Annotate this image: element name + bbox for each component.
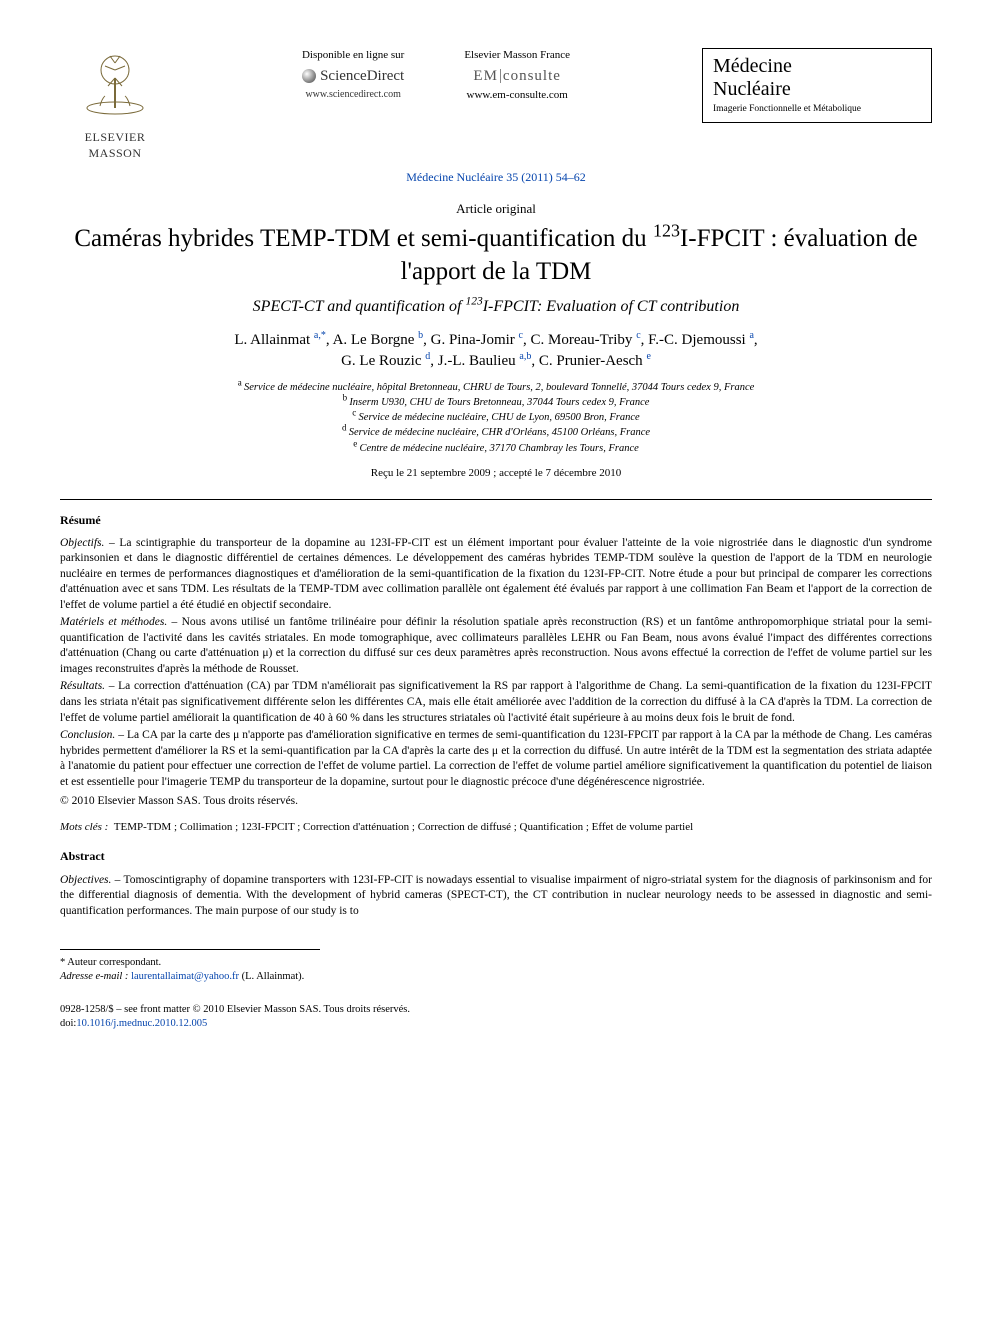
keywords-fr-text: TEMP-TDM ; Collimation ; 123I-FPCIT ; Co…	[114, 821, 693, 833]
resume-conclusion-label: Conclusion. –	[60, 729, 127, 741]
em-top-label: Elsevier Masson France	[464, 48, 570, 63]
author-1-aff[interactable]: a,	[314, 330, 321, 341]
author-3-aff[interactable]: c	[519, 330, 523, 341]
affiliations: a Service de médecine nucléaire, hôpital…	[60, 380, 932, 456]
author-7: J.-L. Baulieu	[438, 353, 516, 369]
author-7-aff[interactable]: a,b	[519, 351, 531, 362]
footnote-corresponding: * Auteur correspondant.	[60, 956, 320, 970]
resume-body: Objectifs. – La scintigraphie du transpo…	[60, 536, 932, 810]
abstract-body: Objectives. – Tomoscintigraphy of dopami…	[60, 873, 932, 920]
citation-link[interactable]: Médecine Nucléaire 35 (2011) 54–62	[60, 169, 932, 185]
bottom-meta: 0928-1258/$ – see front matter © 2010 El…	[60, 1003, 932, 1031]
affiliation-a: Service de médecine nucléaire, hôpital B…	[244, 382, 754, 393]
header-center: Disponible en ligne sur ScienceDirect ww…	[170, 48, 702, 103]
resume-conclusion: La CA par la carte des μ n'apporte pas d…	[60, 729, 932, 788]
author-5-aff[interactable]: a	[749, 330, 753, 341]
resume-resultats: La correction d'atténuation (CA) par TDM…	[60, 680, 932, 723]
affiliation-d: Service de médecine nucléaire, CHR d'Orl…	[349, 427, 650, 438]
journal-cover-box: Médecine Nucléaire Imagerie Fonctionnell…	[702, 48, 932, 123]
footnote-email[interactable]: laurentallaimat@yahoo.fr	[131, 971, 239, 982]
abstract-objectives: Tomoscintigraphy of dopamine transporter…	[60, 874, 932, 917]
em-logo[interactable]: EM consulte	[464, 66, 570, 86]
title-en-part2: I-FPCIT: Evaluation of CT contribution	[483, 298, 740, 315]
author-1-corr[interactable]: *	[321, 330, 326, 341]
publisher-name: ELSEVIER MASSON	[60, 129, 170, 161]
doi-label: doi:	[60, 1018, 76, 1029]
author-4-aff[interactable]: c	[636, 330, 640, 341]
author-2: A. Le Borgne	[333, 332, 415, 348]
footnote-email-who: (L. Allainmat).	[242, 971, 305, 982]
author-2-aff[interactable]: b	[418, 330, 423, 341]
header-row: ELSEVIER MASSON Disponible en ligne sur …	[60, 48, 932, 161]
em-url[interactable]: www.em-consulte.com	[464, 88, 570, 103]
title-en-isotope: 123	[465, 296, 482, 308]
affiliation-b: Inserm U930, CHU de Tours Bretonneau, 37…	[349, 397, 649, 408]
article-title-en: SPECT-CT and quantification of 123I-FPCI…	[60, 296, 932, 318]
footnotes: * Auteur correspondant. Adresse e-mail :…	[60, 949, 320, 984]
author-8-aff[interactable]: e	[646, 351, 650, 362]
elsevier-tree-icon	[60, 48, 170, 127]
resume-objectifs-label: Objectifs. –	[60, 537, 119, 549]
author-4: C. Moreau-Triby	[530, 332, 632, 348]
article-dates: Reçu le 21 septembre 2009 ; accepté le 7…	[60, 466, 932, 481]
resume-heading: Résumé	[60, 512, 932, 528]
sciencedirect-block: Disponible en ligne sur ScienceDirect ww…	[302, 48, 404, 102]
em-logo-right: consulte	[503, 68, 561, 84]
doi-link[interactable]: 10.1016/j.mednuc.2010.12.005	[76, 1018, 207, 1029]
affiliation-e: Centre de médecine nucléaire, 37170 Cham…	[359, 443, 638, 454]
author-8: C. Prunier-Aesch	[539, 353, 643, 369]
sciencedirect-logo[interactable]: ScienceDirect	[302, 66, 404, 86]
footnote-email-label: Adresse e-mail :	[60, 971, 128, 982]
author-1: L. Allainmat	[234, 332, 310, 348]
author-6-aff[interactable]: d	[425, 351, 430, 362]
available-online-label: Disponible en ligne sur	[302, 48, 404, 63]
em-bar-icon	[500, 69, 501, 83]
abstract-objectives-label: Objectives. –	[60, 874, 124, 886]
keywords-fr-label: Mots clés :	[60, 821, 108, 833]
resume-objectifs: La scintigraphie du transporteur de la d…	[60, 537, 932, 611]
journal-title-line1: Médecine	[713, 55, 921, 78]
authors-list: L. Allainmat a,*, A. Le Borgne b, G. Pin…	[60, 330, 932, 372]
author-6: G. Le Rouzic	[341, 353, 421, 369]
resume-copyright: © 2010 Elsevier Masson SAS. Tous droits …	[60, 794, 932, 810]
issn-line: 0928-1258/$ – see front matter © 2010 El…	[60, 1003, 932, 1017]
abstract-heading: Abstract	[60, 848, 932, 864]
resume-materiels-label: Matériels et méthodes. –	[60, 616, 182, 628]
title-fr-part1: Caméras hybrides TEMP-TDM et semi-quanti…	[74, 225, 653, 252]
resume-materiels: Nous avons utilisé un fantôme trilinéair…	[60, 616, 932, 675]
sd-name: ScienceDirect	[320, 66, 404, 86]
keywords-fr: Mots clés : TEMP-TDM ; Collimation ; 123…	[60, 820, 932, 835]
publisher-logo: ELSEVIER MASSON	[60, 48, 170, 161]
article-title-fr: Caméras hybrides TEMP-TDM et semi-quanti…	[60, 223, 932, 288]
author-5: F.-C. Djemoussi	[648, 332, 746, 348]
author-3: G. Pina-Jomir	[431, 332, 515, 348]
journal-title-line2: Nucléaire	[713, 78, 921, 101]
article-type: Article original	[60, 200, 932, 218]
sd-url[interactable]: www.sciencedirect.com	[302, 88, 404, 102]
title-en-part1: SPECT-CT and quantification of	[253, 298, 466, 315]
divider-rule	[60, 499, 932, 500]
resume-resultats-label: Résultats. –	[60, 680, 118, 692]
citation-text[interactable]: Médecine Nucléaire 35 (2011) 54–62	[406, 170, 586, 184]
journal-subtitle: Imagerie Fonctionnelle et Métabolique	[713, 103, 921, 116]
emconsulte-block: Elsevier Masson France EM consulte www.em…	[464, 48, 570, 103]
sd-ball-icon	[302, 69, 316, 83]
title-fr-isotope: 123	[653, 221, 680, 241]
em-logo-left: EM	[473, 68, 498, 84]
affiliation-c: Service de médecine nucléaire, CHU de Ly…	[359, 412, 640, 423]
